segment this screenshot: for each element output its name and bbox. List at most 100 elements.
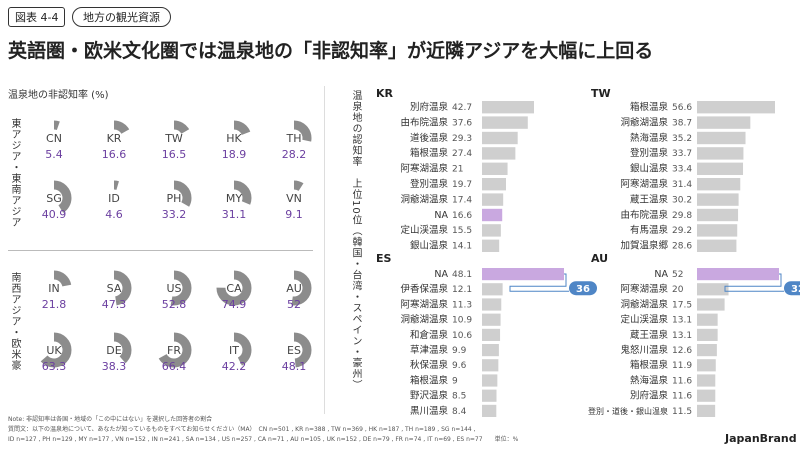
country-value: 74.9 (221, 298, 247, 311)
donut-arc-fr (156, 332, 192, 368)
donut-us (156, 270, 192, 306)
bar-label: 洞爺湖温泉 (400, 193, 448, 205)
country-value: 18.9 (221, 148, 247, 161)
bar-label: 蔵王温泉 (630, 329, 669, 341)
country-value: 16.6 (101, 148, 127, 161)
bar-label: 黒川温泉 (410, 405, 449, 417)
bar-highlight (482, 268, 564, 281)
bar-label: 洞爺湖温泉 (620, 298, 668, 310)
bar-value: 38.7 (672, 118, 692, 128)
country-value: 52.8 (161, 298, 187, 311)
country-code: CN (46, 132, 62, 145)
bar-value: 8.4 (452, 407, 467, 417)
group-divider (8, 250, 313, 251)
bar-label: 道後温泉 (410, 132, 449, 144)
country-code: SG (46, 192, 62, 205)
bar-label: 草津温泉 (410, 344, 449, 356)
donut-arc-sg (36, 180, 72, 216)
bar (697, 116, 751, 129)
donut-uk (36, 332, 72, 368)
callout-line (509, 273, 569, 292)
bar (697, 328, 718, 341)
bar (697, 224, 738, 237)
bar-label: 有馬温泉 (630, 224, 669, 236)
bar (482, 404, 497, 417)
bar-label: 阿寒湖温泉 (400, 298, 448, 310)
bar (482, 374, 498, 387)
donut-in (36, 270, 72, 306)
bar (482, 313, 501, 326)
country-value: 38.3 (101, 360, 127, 373)
bar-value: 10.9 (452, 316, 472, 326)
bar (697, 162, 744, 175)
bar-value: 29.3 (452, 134, 472, 144)
donut-arc-es (276, 332, 312, 368)
bar (482, 389, 497, 402)
country-code: UK (46, 344, 62, 357)
country-code: MY (225, 192, 243, 205)
bar (482, 147, 516, 160)
footnote-2: 質問文：以下の温泉地について、あなたが知っているものをすべてお知らせください（M… (8, 426, 476, 433)
panel-divider (324, 86, 325, 414)
bar-value: 11.6 (672, 376, 692, 386)
donut-ph (156, 180, 192, 216)
footnote-1: Note: 非認知率は各国・地域の「この中にはない」を選択した回答者の割合 (8, 416, 213, 423)
section-label: 地方の観光資源 (72, 7, 171, 27)
bar (697, 344, 717, 357)
country-code: ID (108, 192, 120, 205)
bar-label: 箱根温泉 (630, 101, 669, 113)
donut-arc-my (216, 180, 252, 216)
donut-my (216, 180, 252, 216)
bar-label: 洞爺湖温泉 (400, 314, 448, 326)
bar-label: NA (654, 269, 668, 280)
callout-line (724, 273, 784, 292)
bar-value: 56.6 (672, 103, 692, 113)
bar-label: NA (434, 210, 448, 221)
bar-value: 11.9 (672, 361, 692, 371)
bar-label: 阿寒湖温泉 (400, 163, 448, 175)
country-value: 47.3 (101, 298, 127, 311)
bar-value: 29.2 (672, 226, 692, 236)
bar (697, 404, 716, 417)
bar-value: 19.7 (452, 180, 472, 190)
bar (697, 283, 729, 296)
country-value: 42.2 (221, 360, 247, 373)
bar (697, 239, 737, 252)
country-value: 21.8 (41, 298, 67, 311)
bar-value: 9.9 (452, 346, 467, 356)
donut-arc-id (96, 180, 132, 216)
country-code: IN (48, 282, 60, 295)
bar-value: 14.1 (452, 242, 472, 252)
callout-badge (569, 281, 597, 296)
bar-label: 由布院温泉 (400, 116, 448, 128)
country-value: 9.1 (285, 208, 303, 221)
country-code: IT (229, 344, 239, 357)
bar-label: 箱根温泉 (630, 359, 669, 371)
bar-label: 定山渓温泉 (620, 314, 668, 326)
bar-value: 11.5 (672, 407, 692, 417)
country-value: 40.9 (41, 208, 67, 221)
bar-label: 秋保温泉 (410, 359, 449, 371)
country-value: 63.3 (41, 360, 67, 373)
bar-label: 由布院温泉 (620, 209, 668, 221)
bar (482, 359, 499, 372)
bar-label: 阿寒湖温泉 (620, 283, 668, 295)
bar-value: 28.6 (672, 242, 692, 252)
donut-arc-cn (36, 120, 72, 156)
country-value: 16.5 (161, 148, 187, 161)
donut-arc-ph (156, 180, 192, 216)
headline: 英語圏・欧米文化圏では温泉地の「非認知率」が近隣アジアを大幅に上回る (8, 40, 654, 62)
donut-vn (276, 180, 312, 216)
bar-label: 伊香保温泉 (400, 283, 448, 295)
bar-label: 別府温泉 (630, 390, 669, 402)
bar-label: 定山渓温泉 (400, 224, 448, 236)
bar-value: 9 (452, 376, 458, 386)
bar (482, 193, 504, 206)
bar-value: 48.1 (452, 270, 472, 280)
bar-label: 箱根温泉 (410, 374, 449, 386)
bar-label: 銀山温泉 (630, 163, 669, 175)
bar-value: 37.6 (452, 118, 472, 128)
bar (697, 389, 716, 402)
donut-arc-ca (216, 270, 252, 306)
bar-value: 11.3 (452, 300, 472, 310)
